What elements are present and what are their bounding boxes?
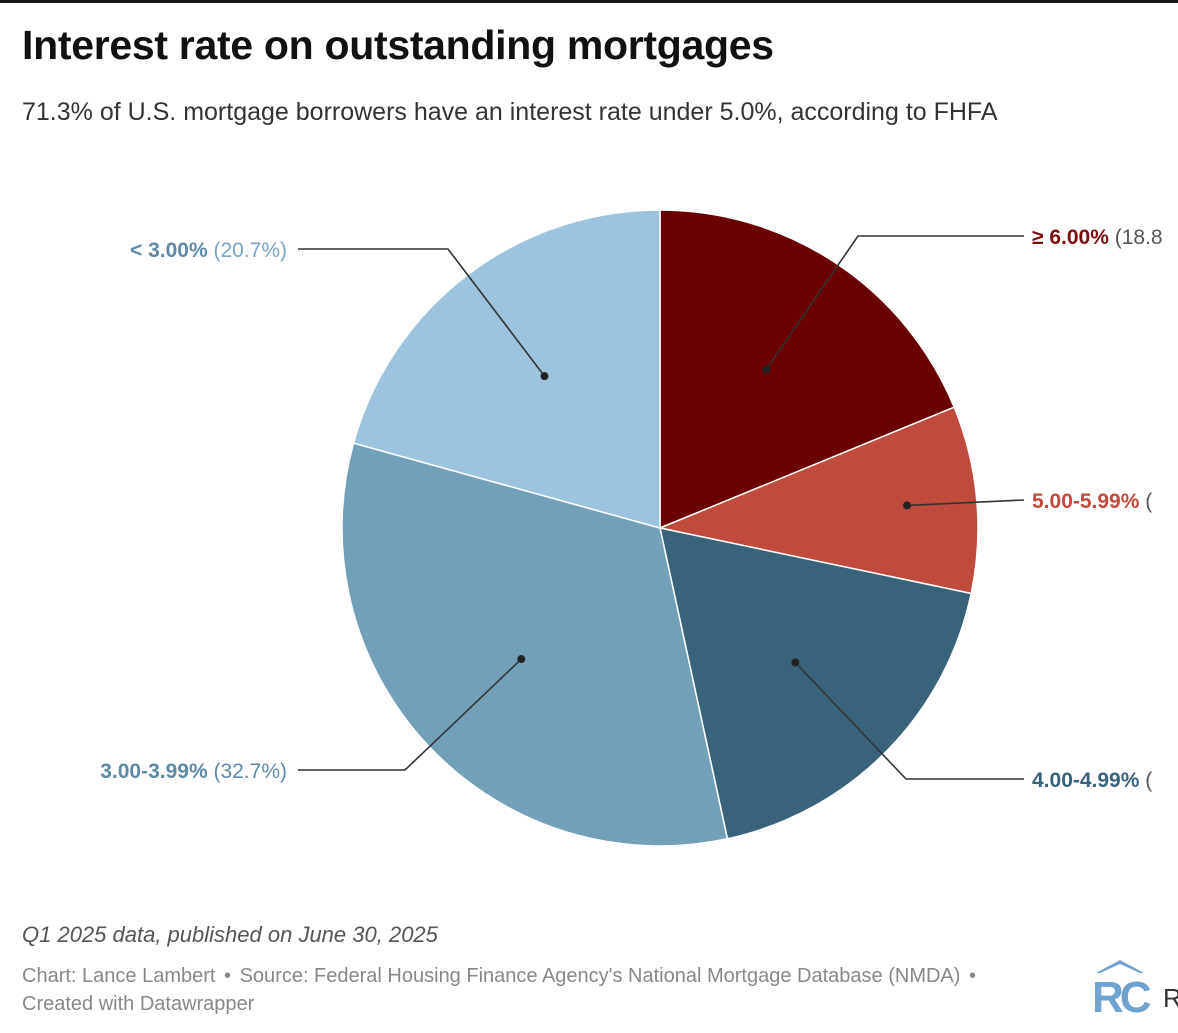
leader-dot: [903, 501, 912, 510]
leader-dot: [517, 655, 526, 664]
chart-title: Interest rate on outstanding mortgages: [22, 22, 774, 68]
slice-label-5-00-5-99: 5.00-5.99% (: [1032, 490, 1152, 513]
slice-label-value: (: [1139, 769, 1152, 792]
slice-label-6-00: ≥ 6.00% (18.8: [1032, 226, 1163, 249]
slice-label-name: 4.00-4.99%: [1032, 769, 1140, 792]
slice-label-name: ≥ 6.00%: [1032, 226, 1109, 249]
logo-text: R: [1163, 983, 1178, 1013]
leader-line: [298, 658, 522, 771]
credit-source: Source: Federal Housing Finance Agency's…: [239, 965, 961, 987]
slice-label-value: (: [1139, 490, 1152, 513]
slice-label-name: < 3.00%: [130, 239, 208, 262]
leader-line: [906, 499, 1025, 507]
credit-separator: •: [224, 965, 232, 987]
leader-line: [765, 235, 1024, 370]
slice-label-value: (20.7%): [208, 239, 287, 262]
leader-lines: [298, 235, 1025, 780]
chart-subtitle: 71.3% of U.S. mortgage borrowers have an…: [22, 98, 998, 126]
brand-logo: RC R: [1092, 960, 1178, 1017]
footnote: Q1 2025 data, published on June 30, 2025: [22, 922, 438, 947]
slice-label-value: (18.8: [1109, 226, 1163, 249]
slice-label-3-00-3-99: 3.00-3.99% (32.7%): [100, 760, 287, 783]
credits: Chart: Lance Lambert • Source: Federal H…: [22, 962, 1042, 1018]
credit-chart: Chart: Lance Lambert: [22, 965, 216, 987]
slice-labels: ≥ 6.00% (18.85.00-5.99% (4.00-4.99% (3.0…: [100, 226, 1162, 792]
slice-label-4-00-4-99: 4.00-4.99% (: [1032, 769, 1152, 792]
leader-line: [794, 661, 1024, 780]
leader-dot: [540, 372, 549, 381]
credit-separator: •: [968, 965, 976, 987]
credit-created: Created with Datawrapper: [22, 993, 255, 1015]
pie-slice-5-00-5-99: [657, 406, 979, 595]
slice-label-name: 5.00-5.99%: [1032, 490, 1140, 513]
leader-dot: [762, 365, 771, 374]
slice-label-name: 3.00-3.99%: [100, 760, 208, 783]
logo-roof: [1096, 960, 1144, 973]
slice-label-3-00: < 3.00% (20.7%): [130, 239, 287, 262]
top-border: [0, 0, 1178, 3]
leader-line: [298, 248, 546, 377]
pie-slices: [341, 209, 979, 847]
leader-dot: [791, 658, 800, 667]
slice-label-value: (32.7%): [208, 760, 287, 783]
pie-slice-6-00: [659, 209, 956, 530]
pie-chart: ≥ 6.00% (18.85.00-5.99% (4.00-4.99% (3.0…: [100, 209, 1163, 847]
logo-mark: RC: [1092, 973, 1151, 1017]
